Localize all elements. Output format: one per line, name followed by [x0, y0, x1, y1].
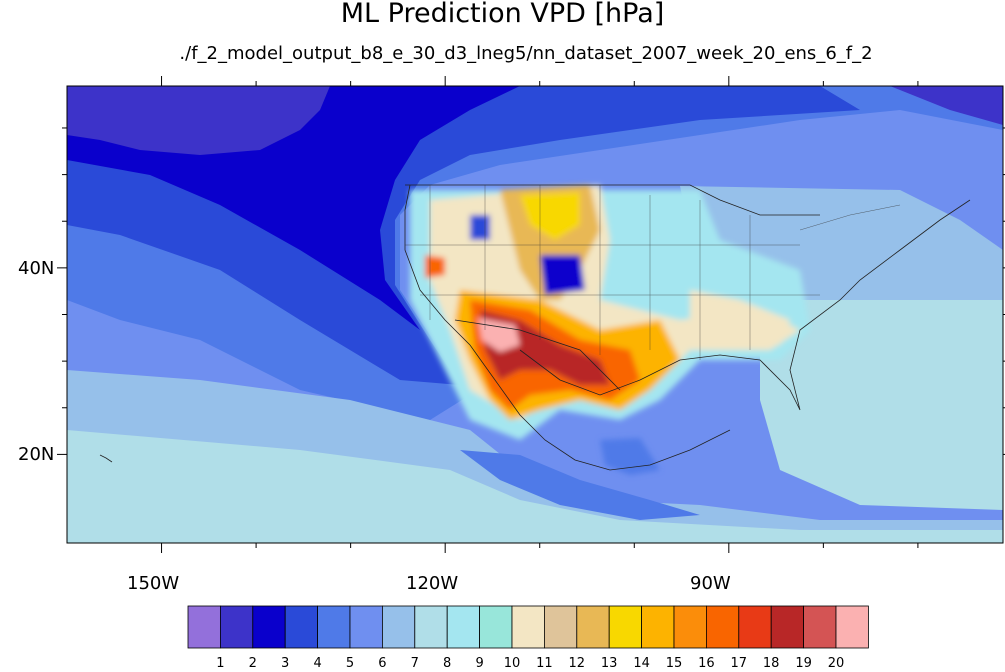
field-atlantic: [760, 300, 1003, 510]
colorbar-swatch: [317, 605, 351, 649]
colorbar-swatch: [511, 605, 545, 649]
colorbar-swatch: [284, 605, 319, 649]
field-southwest-max: [478, 318, 520, 352]
map-subtitle: ./f_2_model_output_b8_e_30_d3_lneg5/nn_d…: [179, 43, 873, 64]
colorbar-swatch: [576, 605, 610, 649]
colorbar-label: 19: [795, 656, 812, 671]
field-southeast-11: [690, 290, 790, 345]
colorbar-label: 13: [600, 656, 618, 671]
colorbar-label: 14: [633, 656, 650, 671]
lon-label-90w: 90W: [690, 573, 731, 594]
colorbar: [187, 605, 869, 649]
colorbar-swatch: [381, 605, 416, 649]
colorbar-swatch: [803, 605, 837, 649]
colorbar-label: 8: [443, 656, 452, 671]
colorbar-label: 12: [568, 656, 586, 671]
lat-label-40n: 40N: [18, 258, 55, 279]
colorbar-label: 5: [345, 656, 355, 671]
colorbar-swatch: [706, 605, 740, 649]
field-band-2: [67, 86, 330, 155]
colorbar-swatch: [641, 605, 675, 649]
colorbar-swatch: [835, 605, 869, 649]
colorbar-swatch: [479, 605, 513, 649]
colorbar-label: 10: [503, 656, 521, 671]
colorbar-label: 2: [248, 656, 257, 671]
map-title: ML Prediction VPD [hPa]: [340, 0, 665, 29]
colorbar-label: 17: [730, 656, 748, 671]
field-caribbean-low: [460, 450, 700, 520]
colorbar-swatch: [187, 605, 221, 649]
lat-label-20n: 20N: [18, 444, 55, 465]
colorbar-label: 7: [410, 656, 419, 671]
colorbar-label: 4: [313, 656, 322, 671]
lon-label-150w: 150W: [127, 573, 180, 594]
colorbar-label: 11: [536, 656, 553, 671]
colorbar-label: 16: [698, 656, 715, 671]
coastlines: [99, 184, 971, 471]
lon-label-120w: 120W: [406, 573, 459, 594]
field-band-2-east: [890, 86, 1003, 125]
colorbar-swatch: [414, 605, 448, 649]
colorbar-swatch: [446, 605, 481, 649]
field-california-hot: [425, 255, 445, 278]
field-band-8-south: [67, 430, 1003, 543]
colorbar-swatch: [252, 605, 286, 649]
colorbar-swatch: [770, 605, 805, 649]
colorbar-label: 15: [665, 656, 683, 671]
colorbar-label: 1: [216, 656, 225, 671]
colorbar-swatch: [219, 605, 254, 649]
field-montana-hot: [520, 192, 580, 240]
field-utah-low: [540, 255, 585, 295]
colorbar-swatch: [544, 605, 578, 649]
state-borders: [405, 185, 901, 360]
colorbar-swatch: [738, 605, 772, 649]
field-idaho-low: [470, 215, 490, 240]
colorbar-swatch: [608, 605, 643, 649]
colorbar-label: 18: [762, 656, 780, 671]
colorbar-label: 6: [378, 656, 387, 671]
colorbar-label: 3: [281, 656, 290, 671]
colorbar-swatch: [673, 605, 707, 649]
colorbar-label: 9: [475, 656, 484, 671]
axis-ticks: [57, 76, 1005, 553]
colorbar-label: 20: [827, 656, 845, 671]
colorbar-swatch: [349, 605, 383, 649]
